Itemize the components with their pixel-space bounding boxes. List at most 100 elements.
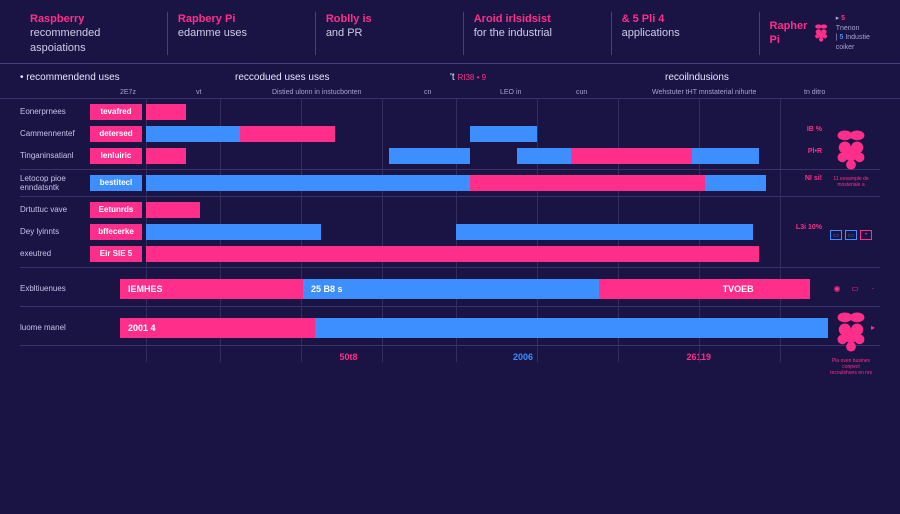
summary-segment: 25 B8 s xyxy=(303,279,599,299)
bar-segment xyxy=(146,202,200,218)
header-sub: applications xyxy=(622,26,749,40)
bar-segment xyxy=(146,246,759,262)
header-title: Aroid irlsidsist xyxy=(474,12,601,26)
summary-segment xyxy=(315,318,828,338)
summary-row: ExbltiuenueslEMHES25 B8 sTVOEB◉▭· xyxy=(20,276,880,302)
timeline-tick: 2006 xyxy=(513,352,687,362)
side-logo: Pla oven busines conpectrecnulshons en n… xyxy=(826,310,876,376)
mini-icon: ▭ xyxy=(830,230,842,240)
row-tag: Eir SlE 5 xyxy=(90,246,142,262)
subhead-label: recommendend uses xyxy=(20,72,235,83)
header-cell: Raspberry recommended aspoiations xyxy=(20,12,167,55)
subhead-label: 't RI38 • 9 xyxy=(450,72,665,83)
subheader-row: recommendend uses reccodued uses uses 't… xyxy=(0,64,900,87)
chart-area: EonerprneestevafredCammennentefdetersedI… xyxy=(0,99,900,362)
header-sub: edamme uses xyxy=(178,26,305,40)
header-title: & 5 Pli 4 xyxy=(622,12,749,26)
bar-track: NI si! xyxy=(146,175,820,191)
bar-segment xyxy=(692,148,759,164)
row-label: Dey lyinnts xyxy=(20,227,90,236)
bar-segment xyxy=(146,175,470,191)
col-head: cn xyxy=(424,89,500,96)
col-head: cun xyxy=(576,89,652,96)
end-icon: ▭ xyxy=(848,283,862,295)
summary-row: luome manel2001 4·▸ xyxy=(20,315,880,341)
summary-segment: lEMHES xyxy=(120,279,303,299)
row-label: Exbltiuenues xyxy=(20,284,120,293)
mini-icon: • xyxy=(860,230,872,240)
raspberry-icon xyxy=(832,128,870,172)
bar-segment xyxy=(146,224,321,240)
end-icon: · xyxy=(866,283,880,295)
summary-segment xyxy=(599,279,810,299)
header-title: Raspberry xyxy=(30,12,157,26)
col-head: Wehstuter tHT mnstaterial nihurte xyxy=(652,89,804,96)
header-cell: Rapbery Pi edamme uses xyxy=(167,12,315,55)
row-label: luome manel xyxy=(20,323,120,332)
header-title: Roblly is xyxy=(326,12,453,26)
row-tag: bestitecl xyxy=(90,175,142,191)
side-caption: 11 eosample demosteriale a xyxy=(833,176,868,188)
timeline-row: 50t8 2006 26119 xyxy=(20,350,880,362)
col-head: LEO in xyxy=(500,89,576,96)
row-label: Drtuttuc vave xyxy=(20,205,90,214)
bar-segment xyxy=(470,126,537,142)
row-tag: tevafred xyxy=(90,104,142,120)
row-group: EonerprneestevafredCammennentefdetersedI… xyxy=(20,99,880,170)
row-label: Eonerprnees xyxy=(20,107,90,116)
side-logo: 11 eosample demosteriale a xyxy=(826,128,876,188)
summary-bar: 2001 4 xyxy=(120,318,842,338)
bar-track: IB % xyxy=(146,126,820,142)
row-label: Cammennentef xyxy=(20,129,90,138)
bar-segment xyxy=(146,104,186,120)
mini-legend: ▸ 5 Tnenon | 5 Industie coiker xyxy=(836,14,870,53)
summary-segment: 2001 4 xyxy=(120,318,315,338)
bar-track xyxy=(146,104,820,120)
row-badge: NI si! xyxy=(805,175,822,182)
header-cell: Aroid irlsidsist for the industrial xyxy=(463,12,611,55)
side-icons: ▭ ▭ • xyxy=(826,230,876,240)
header-title: Rapbery Pi xyxy=(178,12,305,26)
bar-segment xyxy=(517,148,571,164)
col-head: tn ditro xyxy=(804,89,880,96)
header-title: Rapher Pi xyxy=(770,19,808,48)
summary-bar: lEMHES25 B8 s TVOEB xyxy=(120,279,824,299)
header-cell-logo: Rapher Pi ▸ 5 Tnenon | 5 Industie coiker xyxy=(759,12,880,55)
end-icons: ◉▭· xyxy=(830,283,880,295)
bar-track: L3i 10% xyxy=(146,224,820,240)
side-caption: Pla oven busines conpectrecnulshons en n… xyxy=(826,358,876,376)
row-group: Letocop pioe enndatsntkbestitecl NI si! xyxy=(20,170,880,197)
row-badge: IB % xyxy=(807,126,822,133)
bar-row: Cammennentefdetersed IB % xyxy=(20,123,880,145)
col-head: 2E7z xyxy=(120,89,196,96)
bar-row: Eonerprneestevafred xyxy=(20,101,880,123)
bar-segment xyxy=(240,126,334,142)
bar-row: Drtuttuc vaveEetunrds xyxy=(20,199,880,221)
bar-row: Letocop pioe enndatsntkbestitecl NI si! xyxy=(20,172,880,194)
subhead-label: reccodued uses uses xyxy=(235,72,450,83)
bar-segment xyxy=(389,148,470,164)
row-badge: Pl•R xyxy=(808,148,822,155)
header-sub: and PR xyxy=(326,26,453,40)
row-label: Letocop pioe enndatsntk xyxy=(20,174,90,192)
bar-segment xyxy=(146,148,186,164)
col-head: Distied ulonn in instucbonten xyxy=(272,89,424,96)
col-head: vt xyxy=(196,89,272,96)
bar-segment xyxy=(456,224,753,240)
column-headers: 2E7z vt Distied ulonn in instucbonten cn… xyxy=(0,87,900,99)
mini-icon: ▭ xyxy=(845,230,857,240)
bar-segment xyxy=(705,175,766,191)
raspberry-icon xyxy=(832,310,870,354)
header-sub: recommended aspoiations xyxy=(30,26,157,55)
bar-segment xyxy=(571,148,692,164)
bar-segment xyxy=(146,126,240,142)
summary-text: TVOEB xyxy=(723,284,754,294)
bar-track xyxy=(146,202,820,218)
bar-track: Pl•R xyxy=(146,148,820,164)
row-tag: Eetunrds xyxy=(90,202,142,218)
bar-row: Dey lyinntsbffecerkeL3i 10% xyxy=(20,221,880,243)
row-tag: lenluiric xyxy=(90,148,142,164)
row-tag: detersed xyxy=(90,126,142,142)
header-row: Raspberry recommended aspoiations Rapber… xyxy=(0,0,900,64)
row-group: Drtuttuc vaveEetunrdsDey lyinntsbffecerk… xyxy=(20,197,880,268)
